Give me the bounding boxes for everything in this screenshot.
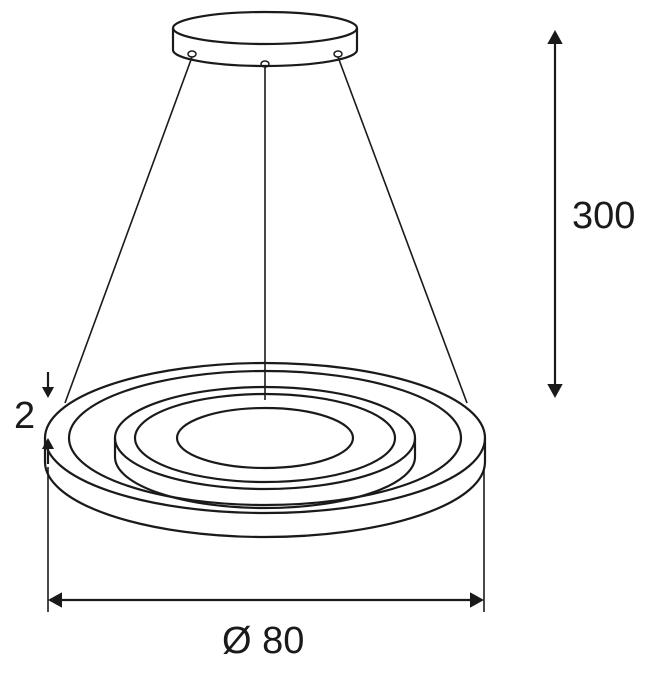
dim-height-label: 300 — [572, 195, 635, 238]
dim-thickness-label: 2 — [14, 395, 35, 438]
technical-drawing-container: 300 2 Ø 80 — [0, 0, 670, 700]
dim-diameter-label: Ø 80 — [222, 620, 304, 663]
pendant-lamp-drawing — [0, 0, 670, 700]
